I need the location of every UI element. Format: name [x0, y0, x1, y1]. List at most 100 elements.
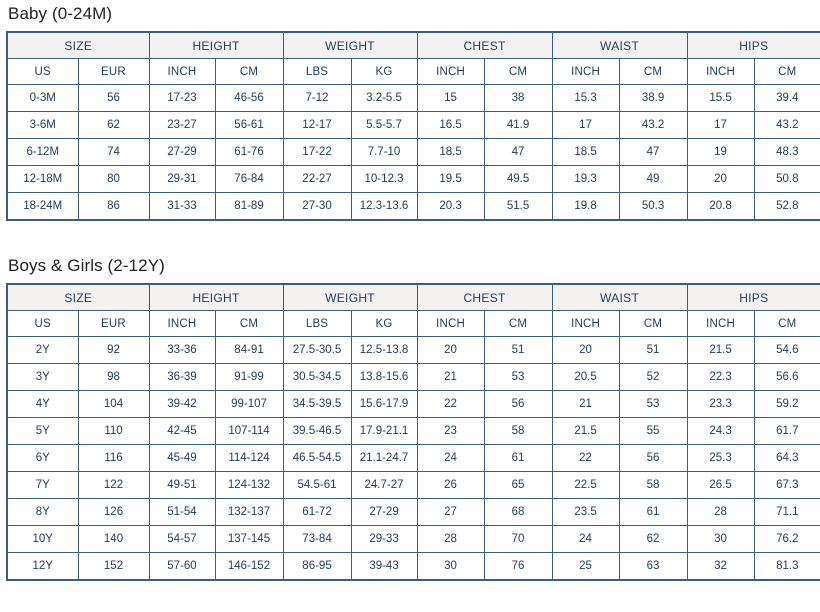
cell-chest-inch: 19.5	[416, 165, 485, 193]
cell-waist-cm: 53	[618, 390, 688, 418]
cell-chest-cm: 51.5	[483, 192, 553, 221]
cell-size-us: 3-6M	[6, 111, 79, 139]
cell-chest-cm: 61	[483, 444, 553, 472]
cell-height-inch: 57-60	[148, 552, 216, 581]
cell-hips-cm: 54.6	[753, 336, 820, 364]
table-row: 12-18M 80 29-31 76-84 22-27 10-12.3 19.5 49.5 19…	[6, 165, 820, 193]
cell-hips-inch: 15.5	[686, 84, 755, 112]
cell-waist-cm: 38.9	[618, 84, 688, 112]
cell-weight-kg: 29-33	[350, 525, 418, 553]
cell-weight-lbs: 46.5-54.5	[282, 444, 352, 472]
cell-hips-cm: 71.1	[753, 498, 820, 526]
section-title-boys-girls: Boys & Girls (2-12Y)	[8, 256, 165, 275]
cell-size-eur: 122	[77, 471, 150, 499]
cell-chest-cm: 51	[483, 336, 553, 364]
cell-size-us: 2Y	[6, 336, 79, 364]
group-header-chest: CHEST	[416, 283, 553, 311]
cell-hips-inch: 26.5	[686, 471, 755, 499]
cell-hips-inch: 21.5	[686, 336, 755, 364]
cell-height-inch: 45-49	[148, 444, 216, 472]
cell-size-us: 6-12M	[6, 138, 79, 166]
table-row: 8Y 126 51-54 132-137 61-72 27-29 27 68 23.5 61 28 7…	[6, 498, 820, 526]
unit-header-kg: KG	[350, 310, 418, 337]
cell-weight-kg: 10-12.3	[350, 165, 418, 193]
cell-size-us: 12Y	[6, 552, 79, 581]
cell-waist-cm: 43.2	[618, 111, 688, 139]
cell-chest-inch: 20	[416, 336, 485, 364]
unit-header-us: US	[6, 58, 79, 85]
cell-weight-lbs: 27-30	[282, 192, 352, 221]
cell-waist-inch: 17	[551, 111, 620, 139]
cell-weight-lbs: 73-84	[282, 525, 352, 553]
group-header-hips: HIPS	[686, 31, 820, 59]
cell-height-inch: 23-27	[148, 111, 216, 139]
cell-waist-cm: 49	[618, 165, 688, 193]
cell-waist-inch: 24	[551, 525, 620, 553]
unit-header-lbs: LBS	[282, 58, 352, 85]
cell-height-cm: 81-89	[214, 192, 284, 221]
group-header-hips: HIPS	[686, 283, 820, 311]
group-header-height: HEIGHT	[148, 31, 284, 59]
group-header-row: SIZE HEIGHT WEIGHT CHEST WAIST HIPS	[6, 283, 820, 311]
cell-chest-inch: 16.5	[416, 111, 485, 139]
cell-weight-kg: 12.5-13.8	[350, 336, 418, 364]
cell-height-inch: 51-54	[148, 498, 216, 526]
cell-size-eur: 92	[77, 336, 150, 364]
group-header-chest: CHEST	[416, 31, 553, 59]
table-head: SIZE HEIGHT WEIGHT CHEST WAIST HIPS US E…	[6, 283, 820, 337]
cell-hips-cm: 76.2	[753, 525, 820, 553]
cell-chest-inch: 21	[416, 363, 485, 391]
unit-header-chest-cm: CM	[483, 310, 553, 337]
unit-header-waist-inch: INCH	[551, 310, 620, 337]
cell-height-cm: 99-107	[214, 390, 284, 418]
unit-header-row: US EUR INCH CM LBS KG INCH CM INCH CM IN…	[6, 58, 820, 85]
cell-waist-inch: 20	[551, 336, 620, 364]
cell-chest-cm: 38	[483, 84, 553, 112]
cell-hips-cm: 67.3	[753, 471, 820, 499]
table-row: 18-24M 86 31-33 81-89 27-30 12.3-13.6 20.3 51.5…	[6, 192, 820, 221]
cell-weight-lbs: 12-17	[282, 111, 352, 139]
unit-header-waist-inch: INCH	[551, 58, 620, 85]
cell-waist-inch: 21.5	[551, 417, 620, 445]
cell-hips-cm: 81.3	[753, 552, 820, 581]
cell-weight-kg: 5.5-5.7	[350, 111, 418, 139]
cell-hips-inch: 32	[686, 552, 755, 581]
cell-height-cm: 46-56	[214, 84, 284, 112]
cell-hips-cm: 64.3	[753, 444, 820, 472]
table-row: 6Y 116 45-49 114-124 46.5-54.5 21.1-24.7 24 61 2…	[6, 444, 820, 472]
unit-header-height-inch: INCH	[148, 58, 216, 85]
unit-header-waist-cm: CM	[618, 58, 688, 85]
cell-chest-cm: 56	[483, 390, 553, 418]
cell-hips-cm: 52.8	[753, 192, 820, 221]
cell-height-cm: 56-61	[214, 111, 284, 139]
cell-size-eur: 98	[77, 363, 150, 391]
cell-chest-inch: 27	[416, 498, 485, 526]
cell-height-inch: 49-51	[148, 471, 216, 499]
cell-height-cm: 114-124	[214, 444, 284, 472]
cell-weight-lbs: 61-72	[282, 498, 352, 526]
table-body-baby: 0-3M 56 17-23 46-56 7-12 3.2-5.5 15 38 15.3 38.9 1…	[6, 84, 820, 221]
cell-waist-cm: 47	[618, 138, 688, 166]
unit-header-lbs: LBS	[282, 310, 352, 337]
cell-weight-kg: 21.1-24.7	[350, 444, 418, 472]
group-header-waist: WAIST	[551, 283, 688, 311]
cell-hips-cm: 43.2	[753, 111, 820, 139]
cell-height-inch: 27-29	[148, 138, 216, 166]
cell-size-eur: 80	[77, 165, 150, 193]
cell-chest-inch: 18.5	[416, 138, 485, 166]
cell-weight-lbs: 30.5-34.5	[282, 363, 352, 391]
cell-waist-cm: 50.3	[618, 192, 688, 221]
cell-chest-inch: 23	[416, 417, 485, 445]
cell-waist-inch: 22	[551, 444, 620, 472]
unit-header-chest-inch: INCH	[416, 310, 485, 337]
group-header-height: HEIGHT	[148, 283, 284, 311]
cell-size-eur: 116	[77, 444, 150, 472]
unit-header-us: US	[6, 310, 79, 337]
cell-waist-inch: 20.5	[551, 363, 620, 391]
cell-height-inch: 33-36	[148, 336, 216, 364]
unit-header-eur: EUR	[77, 58, 150, 85]
cell-hips-inch: 20	[686, 165, 755, 193]
table-row: 0-3M 56 17-23 46-56 7-12 3.2-5.5 15 38 15.3 38.9 1…	[6, 84, 820, 112]
table-row: 7Y 122 49-51 124-132 54.5-61 24.7-27 26 65 22.5 5…	[6, 471, 820, 499]
